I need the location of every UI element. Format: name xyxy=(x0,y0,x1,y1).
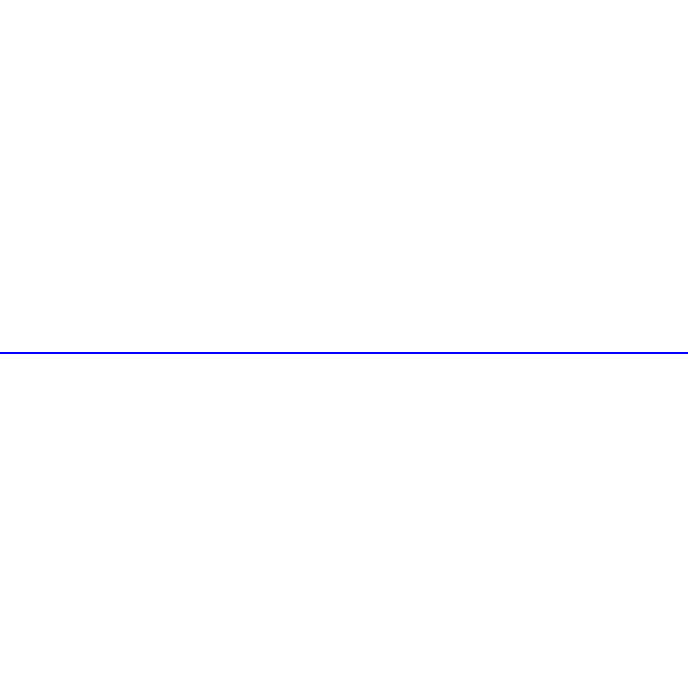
horizontal-line xyxy=(0,352,688,354)
